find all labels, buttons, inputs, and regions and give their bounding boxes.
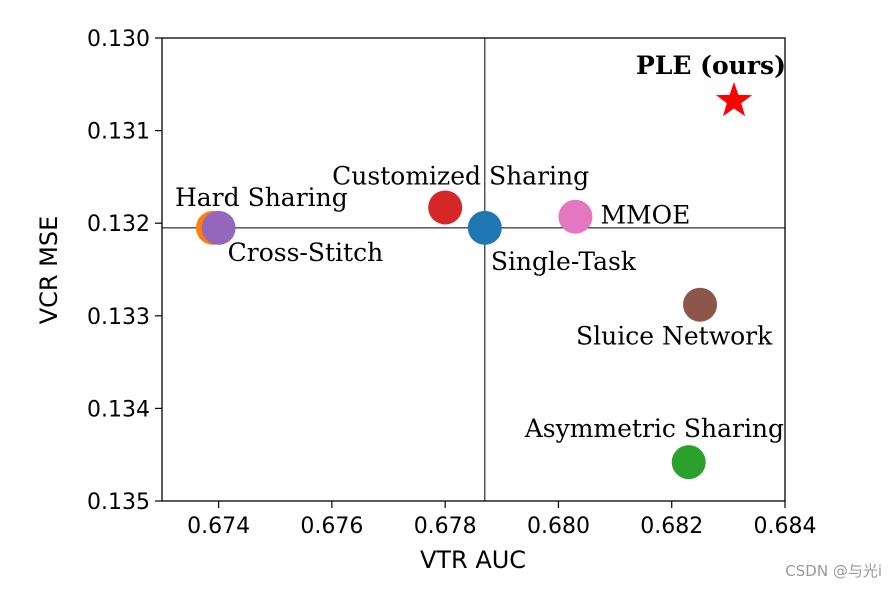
point-asymmetric-sharing bbox=[671, 445, 706, 480]
y-tick-label: 0.133 bbox=[87, 305, 150, 330]
label-customized-sharing: Customized Sharing bbox=[332, 161, 589, 190]
x-tick-label: 0.674 bbox=[187, 514, 250, 539]
y-tick-label: 0.134 bbox=[87, 397, 150, 422]
label-mmoe: MMOE bbox=[600, 201, 690, 230]
x-tick-label: 0.682 bbox=[640, 514, 703, 539]
x-tick-label: 0.680 bbox=[527, 514, 590, 539]
label-sluice-network: Sluice Network bbox=[576, 322, 773, 351]
y-tick-label: 0.130 bbox=[87, 27, 150, 52]
point-single-task bbox=[467, 210, 502, 245]
x-axis-title: VTR AUC bbox=[420, 546, 526, 574]
data-points bbox=[195, 82, 753, 480]
label-cross-stitch: Cross-Stitch bbox=[228, 238, 384, 267]
point-labels: Hard Sharing Cross-Stitch Customized Shari… bbox=[175, 51, 786, 443]
y-axis-ticks: 0.130 0.131 0.132 0.133 0.134 0.135 bbox=[87, 27, 162, 515]
point-sluice-network bbox=[683, 287, 718, 322]
y-tick-label: 0.132 bbox=[87, 212, 150, 237]
point-ple-ours-star bbox=[716, 82, 753, 117]
point-mmoe bbox=[558, 199, 593, 234]
x-tick-label: 0.678 bbox=[414, 514, 477, 539]
x-tick-label: 0.676 bbox=[300, 514, 363, 539]
x-axis-ticks: 0.674 0.676 0.678 0.680 0.682 0.684 bbox=[187, 501, 816, 539]
label-asymmetric-sharing: Asymmetric Sharing bbox=[524, 414, 784, 443]
label-single-task: Single-Task bbox=[491, 247, 637, 276]
point-customized-sharing bbox=[428, 190, 463, 225]
watermark: CSDN @与光i bbox=[785, 562, 882, 580]
y-axis-title: VCR MSE bbox=[35, 216, 63, 325]
label-ple-ours: PLE (ours) bbox=[636, 51, 786, 80]
plot-area bbox=[161, 37, 786, 502]
label-hard-sharing: Hard Sharing bbox=[175, 183, 348, 212]
point-cross-stitch bbox=[201, 210, 236, 245]
y-tick-label: 0.135 bbox=[87, 490, 150, 515]
y-tick-label: 0.131 bbox=[87, 120, 150, 145]
x-tick-label: 0.684 bbox=[754, 514, 817, 539]
